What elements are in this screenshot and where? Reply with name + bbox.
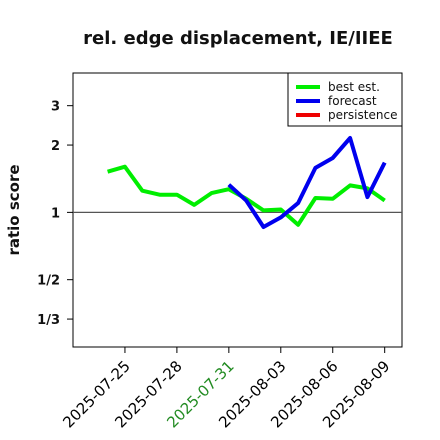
x-axis: 2025-07-252025-07-282025-07-312025-08-03… [59,347,394,431]
chart-title: rel. edge displacement, IE/IIEE [83,28,393,49]
legend-label: best est. [328,80,380,94]
y-tick-label: 2 [51,139,60,154]
y-tick-label: 1/3 [37,313,60,328]
y-axis: 1/3 1/2 1 2 3 [37,100,73,328]
legend-label: persistence [328,108,397,122]
y-axis-label: ratio score [5,164,23,255]
y-tick-label: 1 [51,206,60,221]
legend-label: forecast [328,94,377,108]
plot-frame [72,72,403,348]
series-line-best-est- [107,164,386,227]
series-line-forecast [227,136,387,229]
series-layer [107,136,387,229]
y-tick-label: 1/2 [37,274,60,289]
y-tick-label: 3 [51,100,60,115]
